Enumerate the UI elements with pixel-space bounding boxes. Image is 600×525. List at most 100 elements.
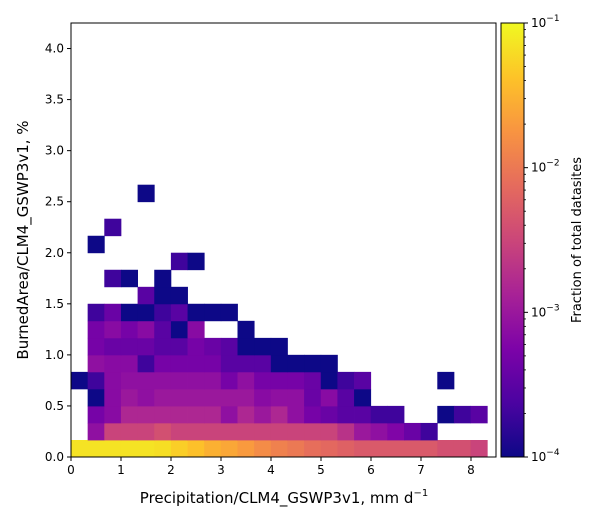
heatmap-cell-r11-c6 — [170, 252, 188, 271]
heatmap-cell-r4-c10 — [237, 371, 255, 390]
heatmap-cell-r3-c14 — [304, 388, 322, 407]
heatmap-cell-r2-c9 — [220, 405, 238, 424]
heatmap-cell-r0-c23 — [453, 440, 471, 458]
heatmap-cell-r9-c6 — [170, 286, 188, 305]
heatmap-cell-r2-c8 — [204, 405, 222, 424]
heatmap-cell-r5-c13 — [287, 354, 305, 373]
heatmap-cell-r3-c9 — [220, 388, 238, 407]
heatmap-cell-r3-c1 — [87, 388, 105, 407]
heatmap-cell-r8-c1 — [87, 303, 105, 322]
heatmap-cell-r4-c14 — [304, 371, 322, 390]
heatmap-cell-r0-c24 — [470, 440, 488, 458]
heatmap-cell-r1-c21 — [420, 422, 438, 441]
x-tick-label: 1 — [117, 463, 125, 477]
heatmap-cell-r6-c10 — [237, 337, 255, 356]
heatmap-cell-r2-c13 — [287, 405, 305, 424]
heatmap-cell-r6-c7 — [187, 337, 205, 356]
heatmap-cell-r4-c7 — [187, 371, 205, 390]
heatmap-cell-r5-c9 — [220, 354, 238, 373]
heatmap-cell-r5-c4 — [137, 354, 155, 373]
heatmap-cell-r2-c10 — [237, 405, 255, 424]
colorbar-tick-label: 10−2 — [531, 159, 560, 175]
y-tick-label: 2.0 — [45, 246, 64, 260]
heatmap-cell-r9-c4 — [137, 286, 155, 305]
heatmap-cell-r1-c12 — [270, 422, 288, 441]
heatmap-cell-r10-c5 — [154, 269, 172, 288]
heatmap-cell-r6-c5 — [154, 337, 172, 356]
x-tick-label: 6 — [367, 463, 375, 477]
y-tick-label: 3.0 — [45, 144, 64, 158]
heatmap-cell-r2-c17 — [354, 405, 372, 424]
heatmap-cell-r2-c11 — [254, 405, 272, 424]
heatmap-cell-r2-c23 — [453, 405, 471, 424]
heatmap-cell-r8-c5 — [154, 303, 172, 322]
heatmap-cell-r3-c4 — [137, 388, 155, 407]
heatmap-cell-r4-c17 — [354, 371, 372, 390]
heatmap-cell-r1-c10 — [237, 422, 255, 441]
heatmap-cell-r11-c7 — [187, 252, 205, 271]
heatmap-cell-r4-c5 — [154, 371, 172, 390]
heatmap-cell-r6-c1 — [87, 337, 105, 356]
heatmap-cell-r3-c6 — [170, 388, 188, 407]
heatmap-cell-r2-c14 — [304, 405, 322, 424]
heatmap-cell-r8-c2 — [104, 303, 122, 322]
heatmap-cell-r1-c5 — [154, 422, 172, 441]
heatmap-cell-r8-c8 — [204, 303, 222, 322]
heatmap-cell-r2-c15 — [320, 405, 338, 424]
heatmap-cell-r4-c4 — [137, 371, 155, 390]
y-tick-label: 1.5 — [45, 297, 64, 311]
heatmap-cell-r12-c1 — [87, 235, 105, 254]
heatmap-cell-r2-c19 — [387, 405, 405, 424]
heatmap-cell-r0-c17 — [354, 440, 372, 458]
heatmap-cell-r0-c4 — [137, 440, 155, 458]
heatmap-cell-r3-c3 — [120, 388, 138, 407]
heatmap-cell-r1-c16 — [337, 422, 355, 441]
heatmap-cell-r1-c20 — [404, 422, 422, 441]
heatmap-cell-r5-c6 — [170, 354, 188, 373]
heatmap-cell-r5-c14 — [304, 354, 322, 373]
heatmap-cell-r13-c2 — [104, 218, 122, 237]
heatmap-cell-r0-c2 — [104, 440, 122, 458]
x-tick-label: 3 — [217, 463, 225, 477]
heatmap-cell-r1-c17 — [354, 422, 372, 441]
heatmap-cell-r0-c6 — [170, 440, 188, 458]
heatmap-cell-r2-c2 — [104, 405, 122, 424]
heatmap-cell-r3-c11 — [254, 388, 272, 407]
heatmap-cell-r0-c13 — [287, 440, 305, 458]
heatmap-cell-r0-c12 — [270, 440, 288, 458]
x-tick-label: 5 — [317, 463, 325, 477]
heatmap-cell-r3-c7 — [187, 388, 205, 407]
heatmap-cell-r5-c7 — [187, 354, 205, 373]
heatmap-cell-r0-c7 — [187, 440, 205, 458]
x-tick-label: 2 — [167, 463, 175, 477]
heatmap-cell-r2-c22 — [437, 405, 455, 424]
heatmap-cell-r9-c5 — [154, 286, 172, 305]
heatmap-cell-r5-c3 — [120, 354, 138, 373]
y-tick-label: 2.5 — [45, 195, 64, 209]
heatmap-cell-r7-c5 — [154, 320, 172, 339]
colorbar: 10−4 10−3 10−2 10−1 Fraction of total datas… — [500, 14, 585, 464]
heatmap-cell-r5-c8 — [204, 354, 222, 373]
heatmap-cell-r5-c5 — [154, 354, 172, 373]
colorbar-tick-label: 10−4 — [531, 448, 560, 464]
heatmap-cell-r7-c1 — [87, 320, 105, 339]
heatmap-cell-r3-c16 — [337, 388, 355, 407]
heatmap-cell-r2-c5 — [154, 405, 172, 424]
colorbar-label: Fraction of total datasites — [570, 157, 585, 323]
heatmap-cell-r3-c17 — [354, 388, 372, 407]
heatmap-cell-r1-c7 — [187, 422, 205, 441]
heatmap-cell-r0-c15 — [320, 440, 338, 458]
heatmap-cell-r4-c22 — [437, 371, 455, 390]
heatmap-cell-r8-c9 — [220, 303, 238, 322]
y-tick-label: 3.5 — [45, 93, 64, 107]
heatmap-cell-r1-c11 — [254, 422, 272, 441]
heatmap-cell-r2-c3 — [120, 405, 138, 424]
heatmap-cell-r3-c10 — [237, 388, 255, 407]
x-tick-label: 8 — [467, 463, 475, 477]
heatmap-cell-r0-c14 — [304, 440, 322, 458]
heatmap-cell-r3-c13 — [287, 388, 305, 407]
heatmap-cell-r1-c15 — [320, 422, 338, 441]
colorbar-frame — [500, 22, 525, 458]
heatmap-cell-r1-c19 — [387, 422, 405, 441]
heatmap-cell-r7-c2 — [104, 320, 122, 339]
